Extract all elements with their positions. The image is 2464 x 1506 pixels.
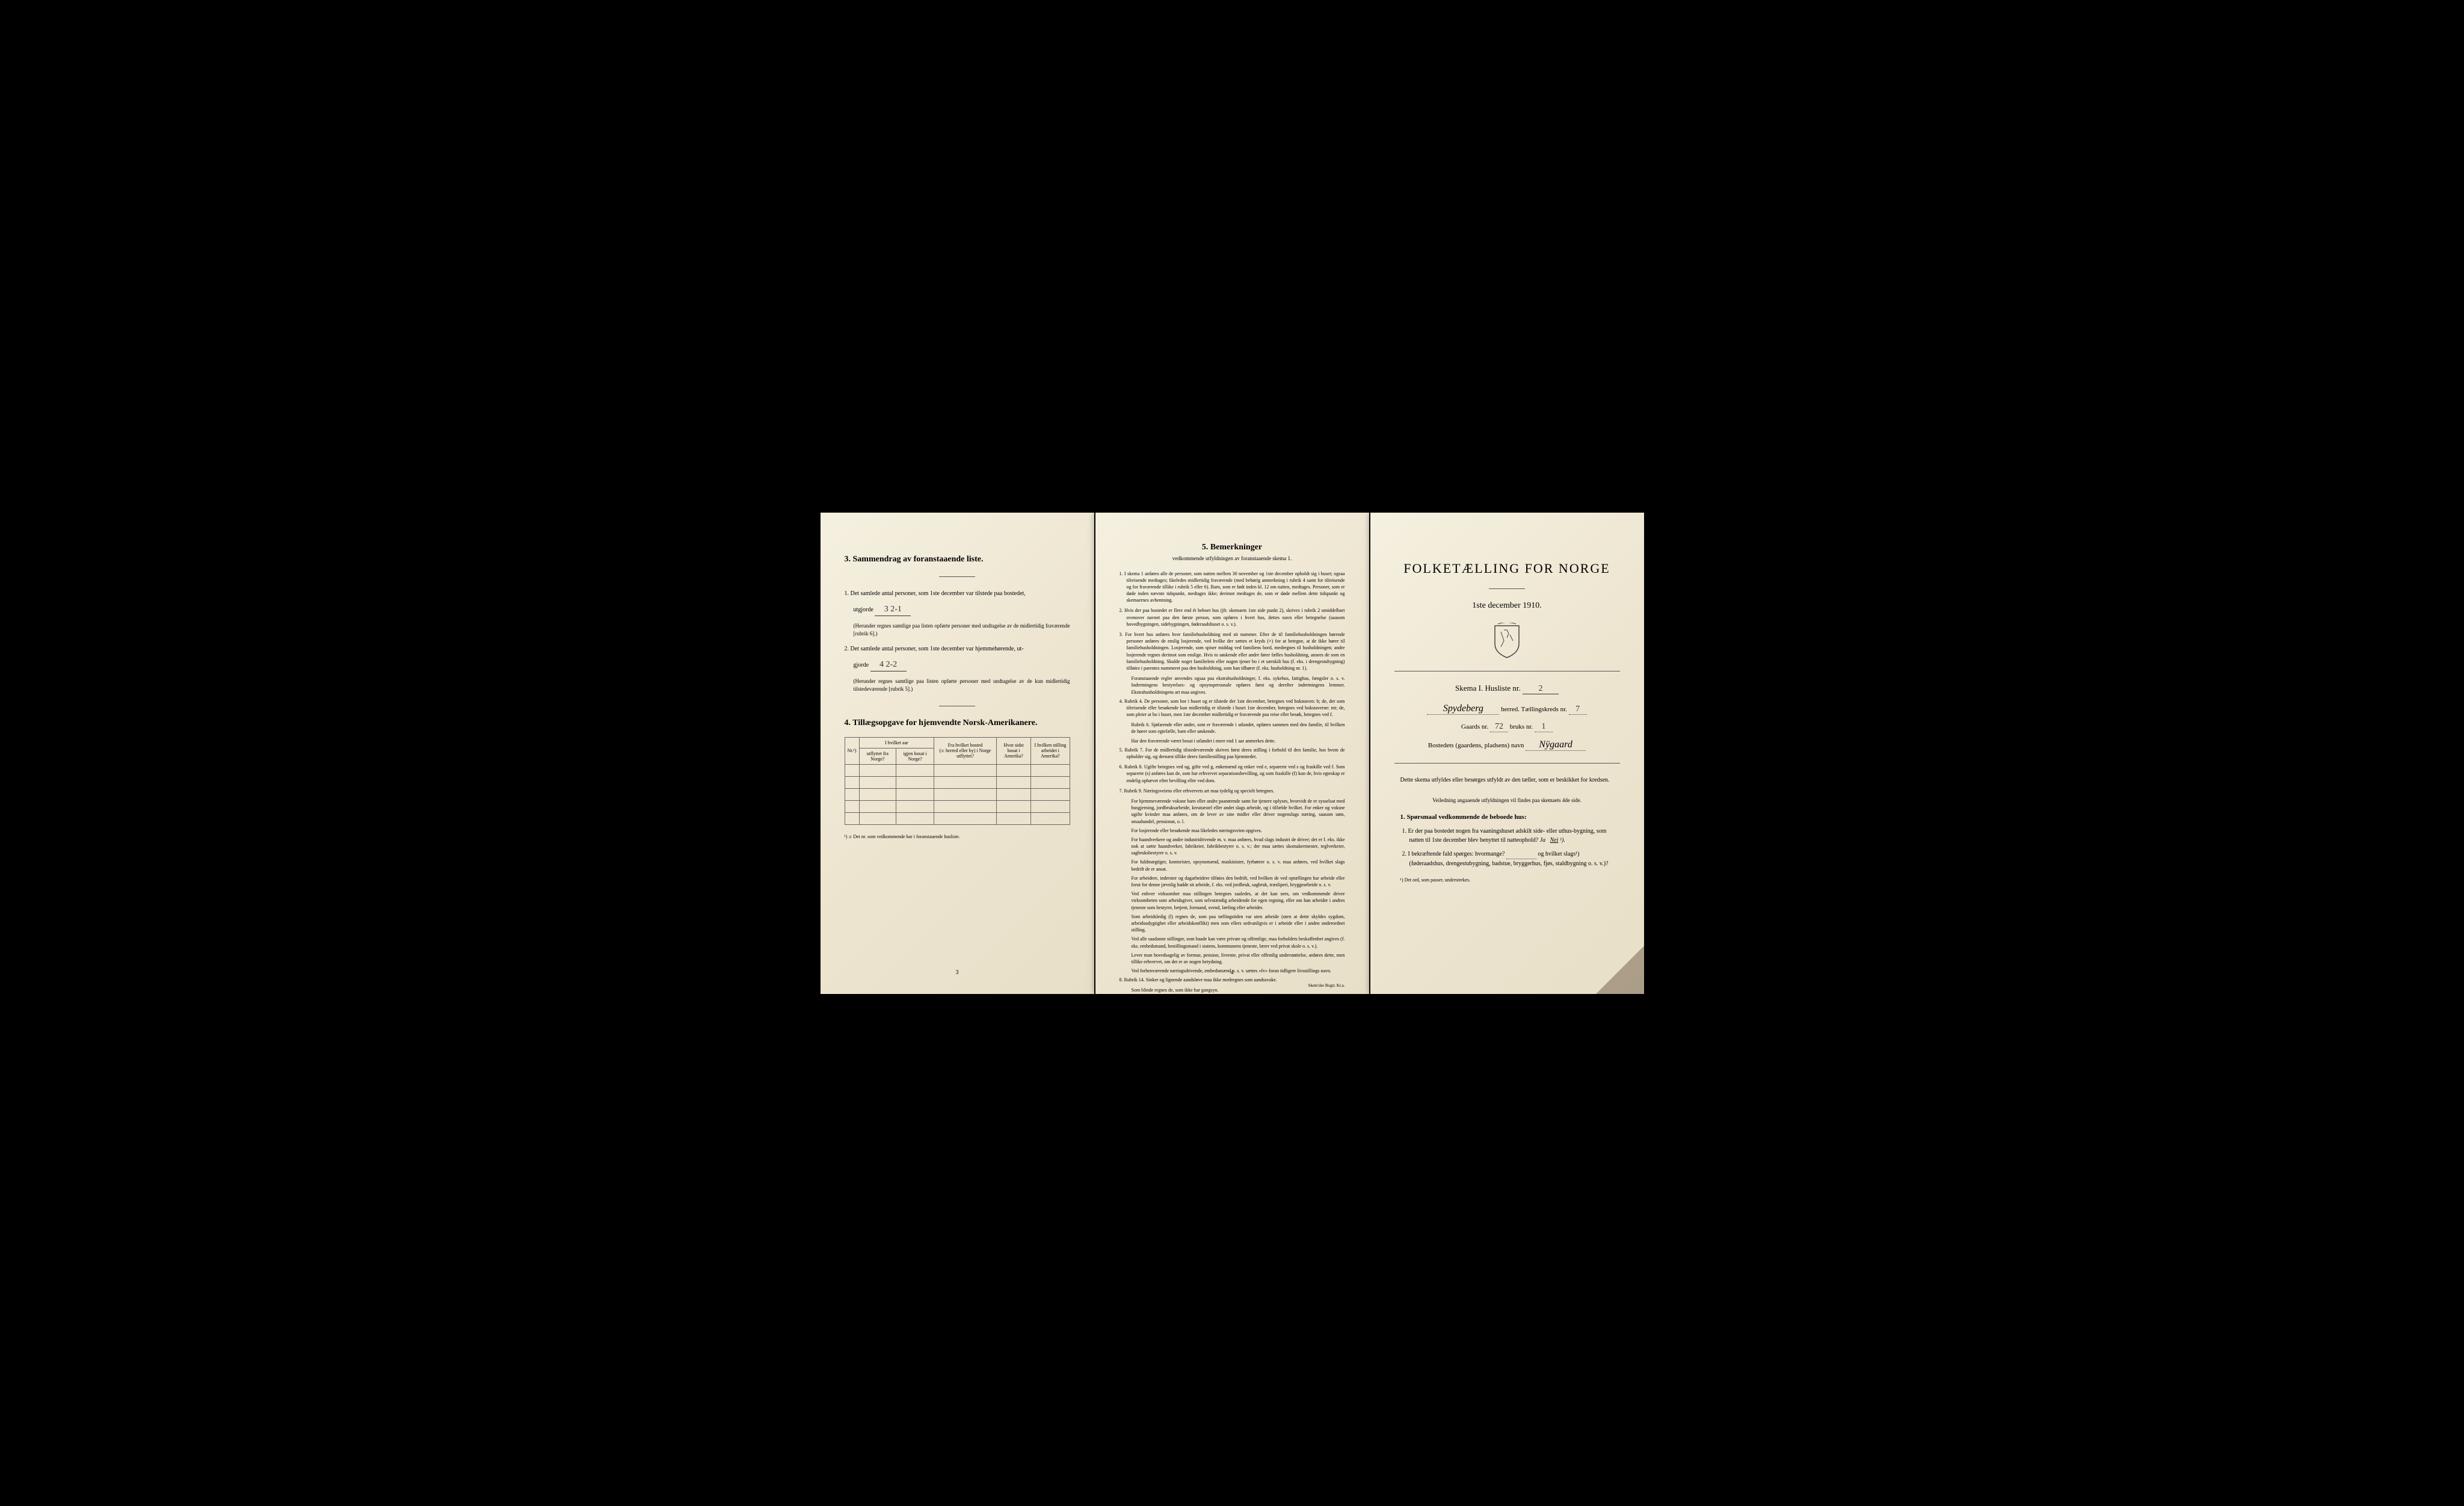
remark-4-extra1: Rubrik 6. Sjøfarende eller andre, som er… [1120,721,1345,735]
item-2-note: (Herunder regnes samtlige paa listen opf… [845,677,1070,694]
item-2-value: 4 2-2 [870,658,907,671]
item-1-label: utgjorde [854,606,873,613]
page-number: 4 [1231,969,1234,976]
item-2-prefix: 2. Det samlede antal personer, som 1ste … [845,644,1070,653]
bruks-label: bruks nr. [1510,723,1533,730]
remark-7-p7: Som arbeidsledig (l) regnes de, som paa … [1120,913,1345,934]
page1-footnote: ¹) ɔ: Det nr. som vedkommende har i fora… [845,834,1070,839]
printer-mark: Skem'ske Bogtr. Kr.a. [1308,983,1345,988]
item-1-value-line: utgjorde 3 2-1 [845,603,1070,616]
q2-blank [1506,850,1536,859]
remark-7-p4: For fuldmægtiger, kontorister, opsynsmæn… [1120,859,1345,872]
page-right-cover: FOLKETÆLLING FOR NORGE 1ste december 191… [1370,513,1644,994]
th-stilling-top: I hvilken stilling [1034,742,1066,748]
remark-3-extra: Foranstaaende regler anvendes ogsaa paa … [1120,675,1345,696]
gaards-nr: 72 [1490,722,1508,732]
item-2-value-line: gjorde 4 2-2 [845,658,1070,671]
bosted-label: Bostedets (gaardens, pladsens) navn [1428,742,1524,749]
remark-1: 1. I skema 1 anføres alle de personer, s… [1120,570,1345,604]
th-utflyttet: utflyttet fra Norge? [859,748,896,764]
th-igjen: igjen bosat i Norge? [896,748,934,764]
th-sidst-sub: bosat i Amerika? [1004,748,1023,759]
remark-7-p8: Ved alle saadanne stillinger, som baade … [1120,936,1345,949]
section-3-title: 3. Sammendrag av foranstaaende liste. [845,555,1070,564]
remark-7-p6: Ved enhver virksomhet maa stillingen bet… [1120,890,1345,911]
page-middle: 5. Bemerkninger vedkommende utfyldningen… [1095,513,1369,994]
amerikanere-table: Nr.¹) I hvilket aar Fra hvilket bosted (… [845,737,1070,825]
divider-line [1394,763,1620,764]
kreds-nr: 7 [1569,705,1587,715]
instructions-text: Dette skema utfyldes eller besørges utfy… [1400,776,1614,785]
date-line: 1ste december 1910. [1394,601,1620,611]
page3-footnote: ¹) Det ord, som passer, understrekes. [1400,877,1614,883]
table-row [845,788,1070,800]
th-bosted-top: Fra hvilket bosted [948,742,983,748]
remark-5: 5. Rubrik 7. For de midlertidig tilstede… [1120,747,1345,760]
th-sidst-top: Hvor sidst [1004,742,1024,748]
bosted-value: Nÿgaard [1526,739,1586,751]
coat-of-arms [1394,623,1620,662]
remark-3: 3. For hvert hus anføres hver familiehus… [1120,631,1345,671]
remark-7-p2: For losjerende eller besøkende maa likel… [1120,827,1345,834]
bruks-nr: 1 [1535,722,1553,732]
herred-label: herred. Tællingskreds nr. [1501,706,1567,713]
instructions-sub: Veiledning angaaende utfyldningen vil fi… [1400,797,1614,805]
gaards-line: Gaards nr. 72 bruks nr. 1 [1394,722,1620,732]
bemerkninger-subtitle: vedkommende utfyldningen av foranstaaend… [1120,555,1345,561]
gaards-label: Gaards nr. [1461,723,1488,730]
remark-4: 4. Rubrik 4. De personer, som bor i huse… [1120,698,1345,718]
remark-7-p5: For arbeidere, inderster og dagarbeidere… [1120,875,1345,888]
th-stilling-sub: arbeidet i Amerika? [1041,748,1060,759]
th-bosted: Fra hvilket bosted (ɔ: herred eller by) … [934,737,997,764]
item-2-label: gjorde [854,662,869,668]
page-left: 3. Sammendrag av foranstaaende liste. 1.… [821,513,1094,994]
table-row [845,800,1070,812]
item-1-value: 3 2-1 [875,603,911,616]
divider [1489,588,1525,589]
page-number: 3 [956,969,959,976]
th-stilling: I hvilken stilling arbeidet i Amerika? [1031,737,1070,764]
remark-4-extra2: Har den fraværende været bosat i utlande… [1120,738,1345,744]
table-row [845,764,1070,776]
remark-8-extra: Som blinde regnes de, som ikke har gangs… [1120,987,1345,993]
item-1-prefix: 1. Det samlede antal personer, som 1ste … [845,589,1070,598]
table-row [845,812,1070,824]
skema-label: Skema I. Husliste nr. [1455,684,1521,693]
document-spread: 3. Sammendrag av foranstaaende liste. 1.… [821,513,1644,994]
corner-fold [1596,946,1644,994]
husliste-nr: 2 [1523,684,1559,694]
item-1-note: (Herunder regnes samtlige paa listen opf… [845,622,1070,638]
q2-text: 2. I bekræftende fald spørges: hvormange… [1402,851,1505,857]
remark-2: 2. Hvis der paa bostedet er flere end ét… [1120,607,1345,628]
table-row [845,776,1070,788]
section-4-title: 4. Tillægsopgave for hjemvendte Norsk-Am… [845,718,1070,728]
question-2: 2. I bekræftende fald spørges: hvormange… [1409,850,1614,868]
th-sidst: Hvor sidst bosat i Amerika? [996,737,1031,764]
th-nr: Nr.¹) [845,737,859,764]
th-aar: I hvilket aar [859,737,934,748]
q1-answer: Ja Nei ¹). [1540,837,1565,844]
herred-value: Spydeberg [1427,703,1499,715]
question-1: 1. Er der paa bostedet nogen fra vaaning… [1409,827,1614,845]
bemerkninger-title: 5. Bemerkninger [1120,543,1345,552]
skema-line: Skema I. Husliste nr. 2 [1394,684,1620,694]
herred-line: Spydeberg herred. Tællingskreds nr. 7 [1394,703,1620,715]
q1-text: 1. Er der paa bostedet nogen fra vaaning… [1402,828,1607,844]
divider [939,576,975,577]
remark-7: 7. Rubrik 9. Næringsveiens eller erhverv… [1120,788,1345,794]
th-bosted-sub: (ɔ: herred eller by) i Norge utflyttet? [940,748,991,759]
remark-7-p3: For haandverkere og andre industridriven… [1120,836,1345,857]
main-title: FOLKETÆLLING FOR NORGE [1394,561,1620,576]
sporsmaal-title: 1. Spørsmaal vedkommende de beboede hus: [1400,813,1614,821]
remark-7-p1: For hjemmeværende voksne barn eller andr… [1120,798,1345,825]
bosted-line: Bostedets (gaardens, pladsens) navn Nÿga… [1394,739,1620,751]
shield-icon [1492,623,1522,659]
remark-6: 6. Rubrik 8. Ugifte betegnes ved ug, gif… [1120,764,1345,784]
remark-7-p9: Lever man hovedsagelig av formue, pensio… [1120,952,1345,965]
